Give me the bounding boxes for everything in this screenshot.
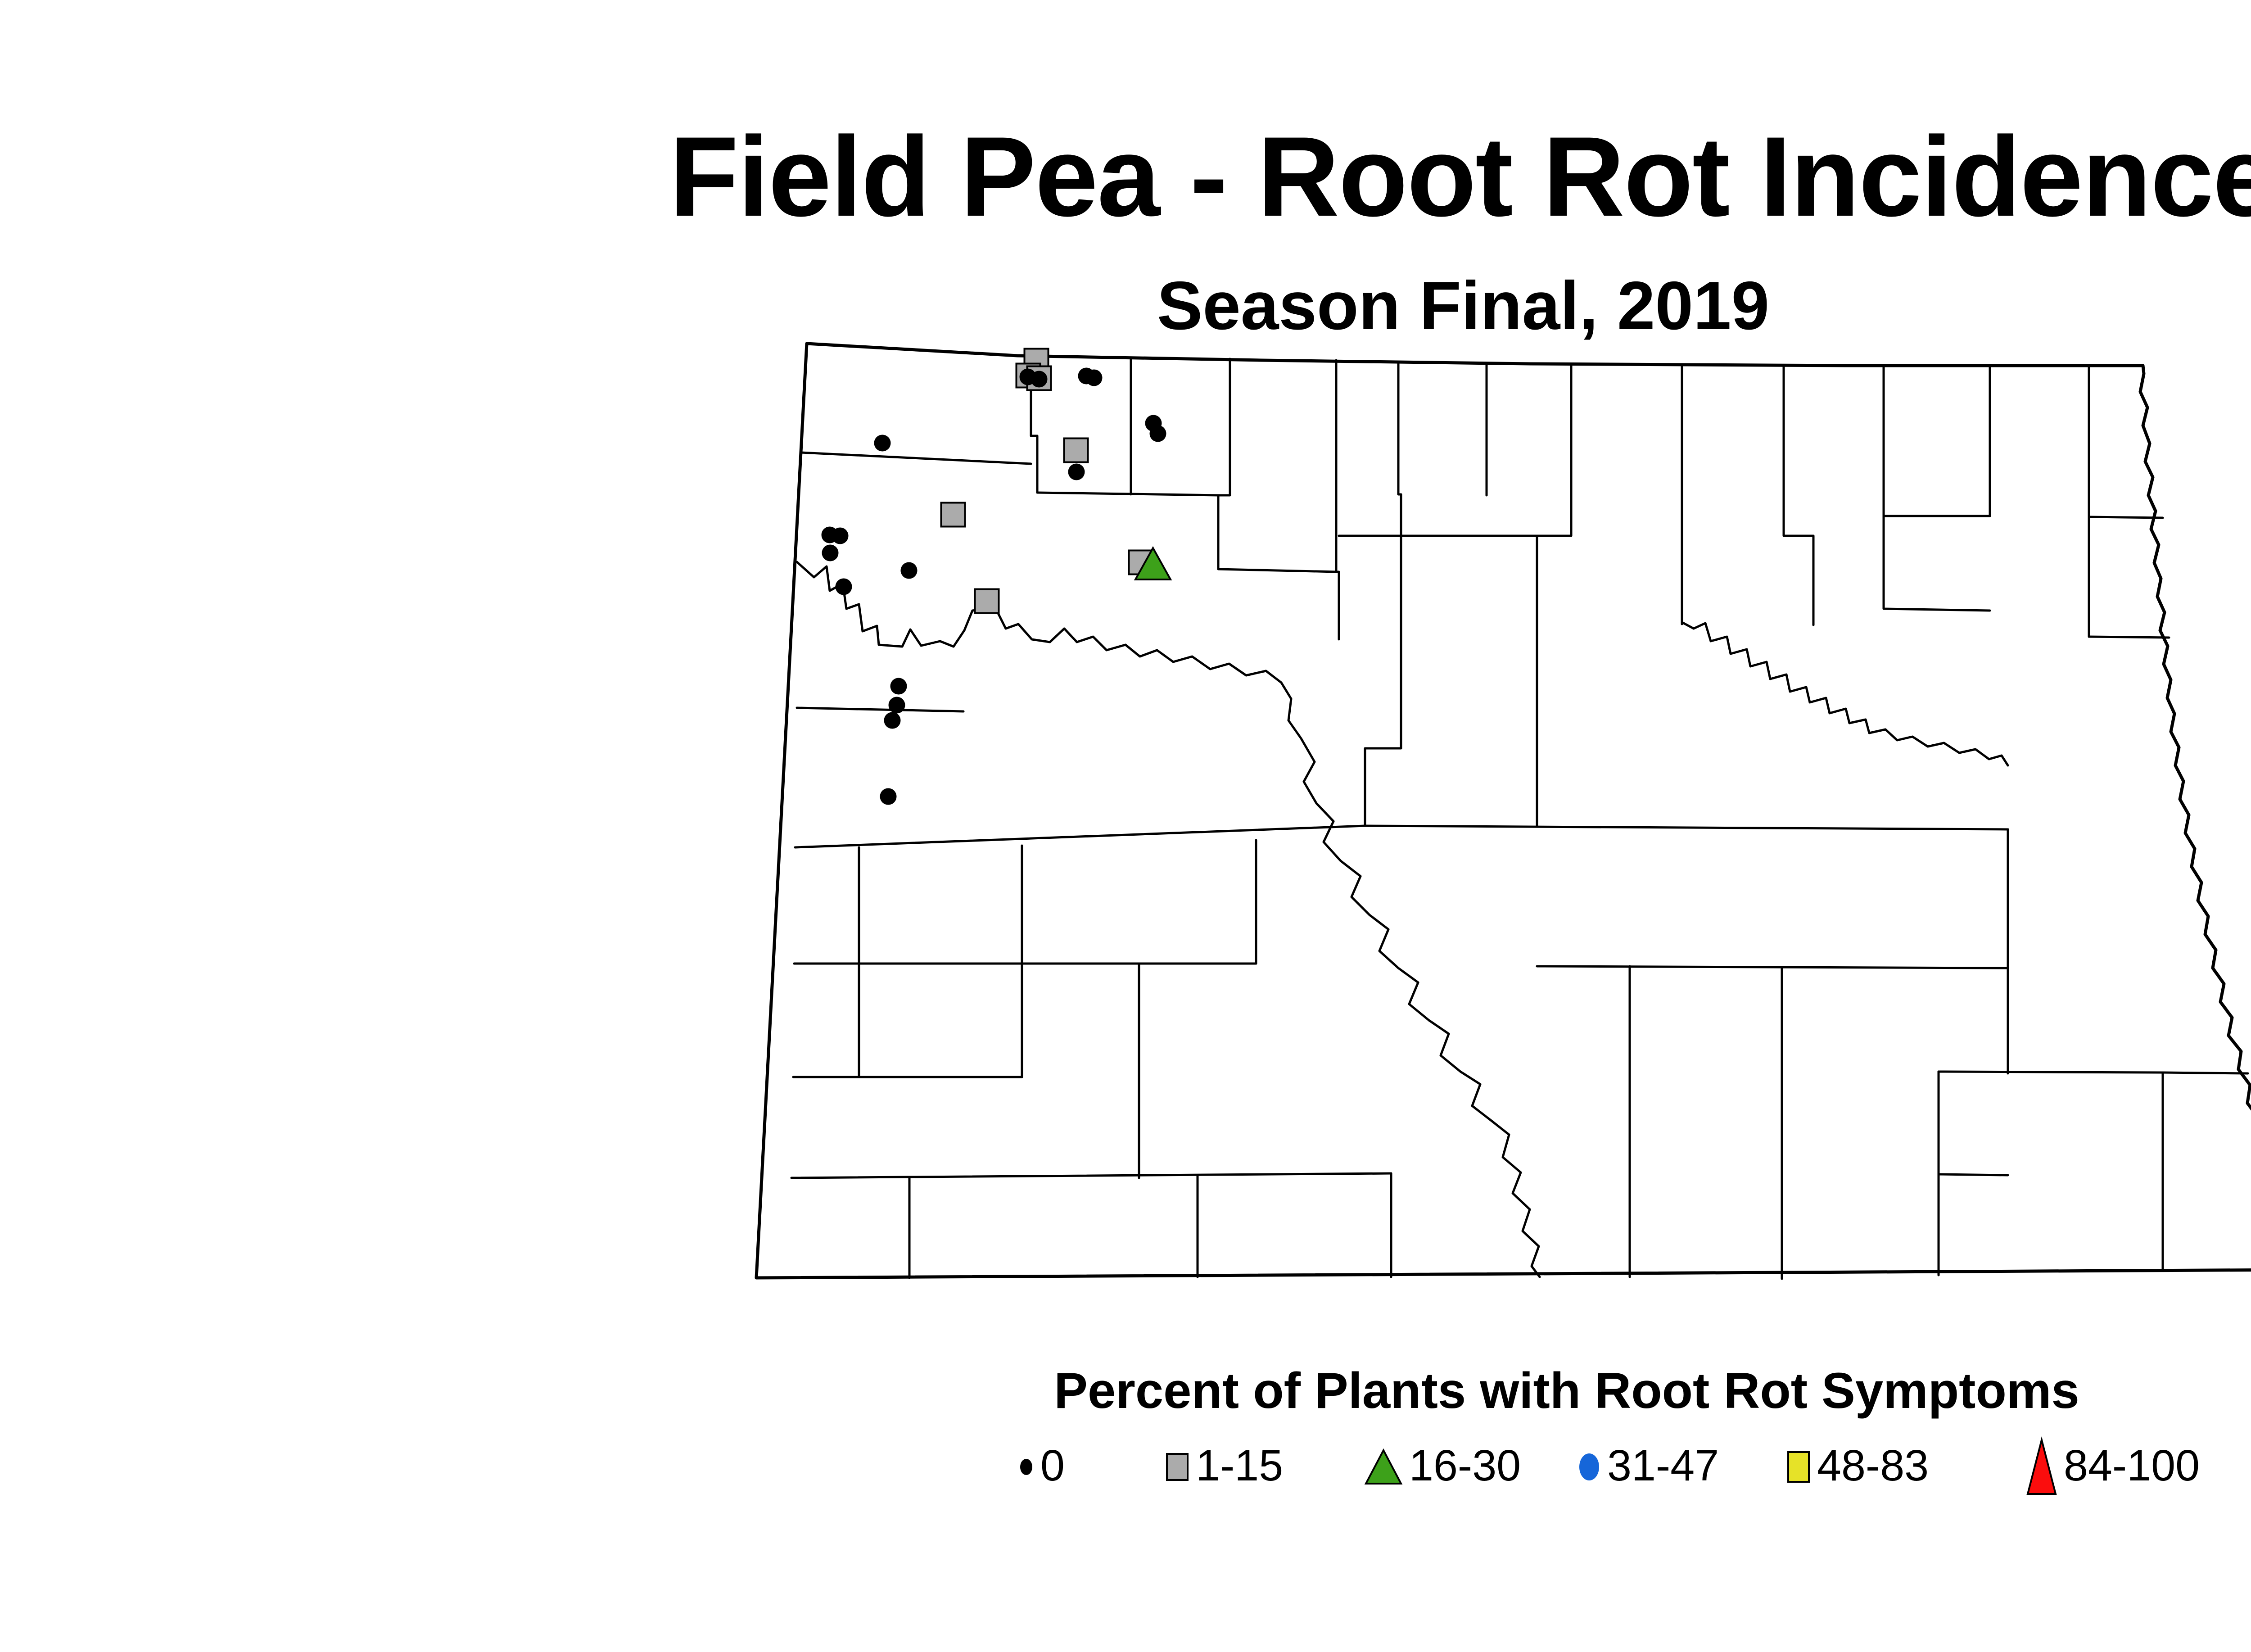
legend-label: 16-30 xyxy=(1409,1441,1521,1490)
marker-dot-0 xyxy=(874,434,891,452)
legend-item-84-100: 84-100 xyxy=(2026,1432,2200,1499)
county-lines xyxy=(790,355,2249,1280)
legend-label: 48-83 xyxy=(1817,1441,1929,1490)
legend-swatch-triangle-icon xyxy=(1364,1448,1403,1485)
legend-item-16-30: 16-30 xyxy=(1364,1432,1521,1499)
legend-swatch-ellipse-icon xyxy=(1579,1453,1599,1480)
legend-title: Percent of Plants with Root Rot Symptoms xyxy=(1054,1362,2079,1419)
marker-square-1-15 xyxy=(1063,437,1089,463)
marker-dot-0 xyxy=(1068,463,1085,480)
marker-dot-0 xyxy=(835,578,852,595)
site-markers xyxy=(821,348,1172,805)
legend-item-48-83: 48-83 xyxy=(1786,1432,1929,1499)
legend-item-0: 0 xyxy=(1018,1432,1065,1499)
marker-dot-0 xyxy=(1031,371,1048,388)
marker-dot-0 xyxy=(900,562,918,579)
marker-dot-0 xyxy=(1149,425,1166,442)
page-subtitle: Season Final, 2019 xyxy=(1157,267,1770,344)
marker-square-1-15 xyxy=(940,502,966,528)
legend-label: 0 xyxy=(1040,1441,1065,1490)
legend-label: 1-15 xyxy=(1196,1441,1284,1490)
missouri-river xyxy=(796,561,1541,1278)
legend-swatch-triangle-icon xyxy=(2026,1436,2057,1495)
legend-item-1-15: 1-15 xyxy=(1165,1432,1283,1499)
page-title: Field Pea - Root Rot Incidence xyxy=(669,113,2251,240)
lake-arm xyxy=(1681,621,2009,767)
state-outline xyxy=(755,342,2251,1280)
legend-swatch-rect-icon xyxy=(1787,1451,1810,1483)
marker-square-1-15 xyxy=(974,588,1000,614)
marker-triangle-16-30 xyxy=(1134,546,1172,580)
legend-label: 84-100 xyxy=(2064,1441,2200,1490)
marker-dot-0 xyxy=(1085,369,1103,386)
marker-dot-0 xyxy=(822,544,839,561)
marker-dot-0 xyxy=(888,697,905,714)
legend-item-31-47: 31-47 xyxy=(1578,1432,1719,1499)
legend-swatch-rect-icon xyxy=(1166,1453,1189,1481)
marker-dot-0 xyxy=(890,678,907,695)
marker-dot-0 xyxy=(832,527,849,544)
legend-swatch-ellipse-icon xyxy=(1020,1459,1032,1475)
river-lines xyxy=(796,561,2009,1278)
marker-dot-0 xyxy=(880,788,897,805)
legend-label: 31-47 xyxy=(1607,1441,1719,1490)
marker-dot-0 xyxy=(884,712,901,729)
